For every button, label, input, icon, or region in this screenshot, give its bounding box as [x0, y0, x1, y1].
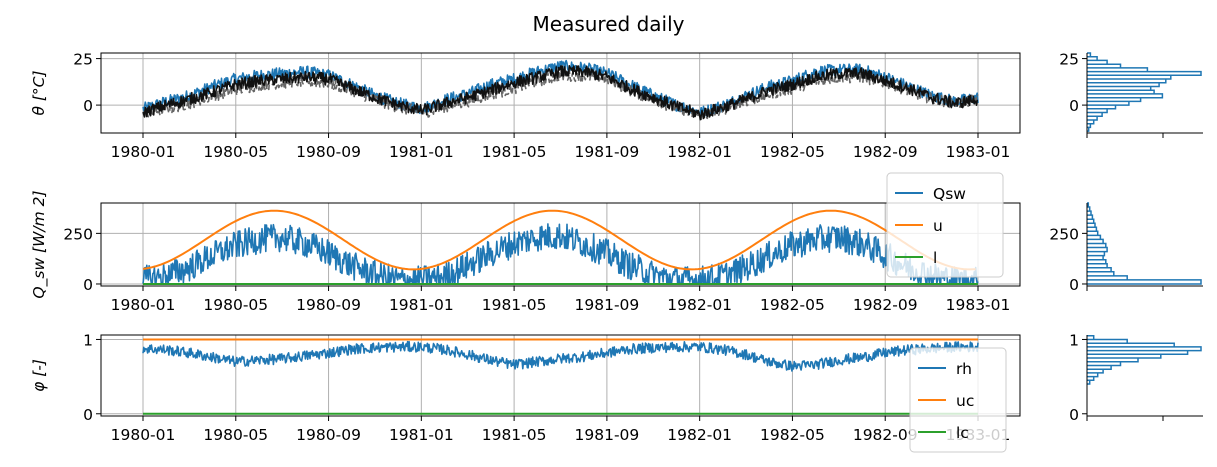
x-tick-label: 1980-05 — [203, 143, 268, 161]
x-tick-label: 1981-09 — [575, 143, 640, 161]
x-tick-label: 1982-05 — [760, 296, 825, 314]
x-tick-label: 1982-09 — [853, 426, 918, 444]
x-tick-label: 1981-05 — [482, 426, 547, 444]
x-tick-label: 1980-01 — [111, 426, 176, 444]
legend-label: Qsw — [933, 185, 966, 203]
hist-y-tick-label: 1 — [1069, 331, 1079, 349]
x-tick-label: 1981-09 — [575, 296, 640, 314]
y-tick-label: 0 — [83, 276, 93, 294]
legend-label: lc — [956, 424, 969, 442]
x-tick-label: 1982-05 — [760, 426, 825, 444]
x-tick-label: 1982-01 — [667, 296, 732, 314]
panel-humidity: 1980-01 1980-05 1980-09 1981-01 1981-05 1981-… — [30, 331, 1203, 453]
legend: Qsw ul — [886, 172, 1004, 278]
y-tick-label: 25 — [73, 51, 93, 69]
series-line-Qsw — [142, 223, 979, 285]
histogram-temperature: 25 0 — [1059, 51, 1203, 138]
hist-y-tick-label: 25 — [1059, 51, 1079, 69]
x-tick-label: 1981-01 — [389, 296, 454, 314]
y-tick-label: 0 — [83, 97, 93, 115]
histogram-step — [1087, 202, 1202, 285]
axes-frame — [100, 202, 1021, 287]
histogram-shortwave: 250 0 — [1049, 202, 1203, 294]
x-tick-label: 1981-05 — [482, 143, 547, 161]
x-tick-label: 1980-01 — [111, 143, 176, 161]
histogram-step — [1087, 52, 1202, 132]
panel-temperature: 1980-01 1980-05 1980-09 1981-01 1981-05 1981-… — [30, 51, 1203, 161]
x-tick-label: 1982-05 — [760, 143, 825, 161]
y-axis-label: θ [°C] — [30, 70, 48, 115]
legend-box — [909, 347, 1007, 453]
series-line-series-2 — [142, 65, 979, 121]
x-tick-label: 1982-09 — [853, 143, 918, 161]
x-tick-label: 1980-09 — [296, 296, 361, 314]
x-tick-label: 1982-01 — [667, 426, 732, 444]
hist-y-tick-label: 0 — [1069, 97, 1079, 115]
x-tick-label: 1981-09 — [575, 426, 640, 444]
hist-y-tick-label: 0 — [1069, 276, 1079, 294]
x-tick-label: 1982-09 — [853, 296, 918, 314]
x-tick-label: 1983-01 — [946, 143, 1011, 161]
histogram-humidity: 10 — [1069, 331, 1203, 424]
series-line-u — [142, 209, 976, 271]
y-axis-label: Q_sw [W/m 2] — [30, 190, 49, 298]
x-tick-label: 1981-01 — [389, 426, 454, 444]
x-tick-label: 1981-01 — [389, 143, 454, 161]
x-tick-label: 1983-01 — [946, 296, 1011, 314]
legend-label: rh — [956, 360, 972, 378]
x-tick-label: 1980-05 — [203, 426, 268, 444]
x-tick-label: 1980-09 — [296, 143, 361, 161]
legend: rh uc lc — [909, 347, 1007, 453]
legend-label: uc — [956, 392, 974, 410]
y-axis-label: φ [-] — [30, 359, 48, 392]
x-tick-label: 1980-01 — [111, 296, 176, 314]
series-line-rh — [142, 340, 979, 372]
figure-title: Measured daily — [532, 12, 685, 36]
hist-y-tick-label: 250 — [1049, 225, 1079, 243]
axes-frame — [100, 52, 1021, 134]
x-tick-label: 1981-05 — [482, 296, 547, 314]
legend-box — [886, 172, 1004, 278]
histogram-step — [1087, 334, 1202, 385]
y-tick-label: 250 — [63, 225, 93, 243]
x-tick-label: 1980-09 — [296, 426, 361, 444]
x-tick-label: 1982-01 — [667, 143, 732, 161]
series-line-series-0 — [142, 59, 979, 117]
y-tick-label: 0 — [83, 406, 93, 424]
legend-label: u — [933, 217, 943, 235]
hist-y-tick-label: 0 — [1069, 406, 1079, 424]
axes-frame — [100, 334, 1021, 417]
y-tick-label: 1 — [83, 331, 93, 349]
panel-shortwave: 1980-01 1980-05 1980-09 1981-01 1981-05 1981-… — [30, 172, 1203, 314]
legend-label: l — [933, 249, 937, 267]
x-tick-label: 1980-05 — [203, 296, 268, 314]
